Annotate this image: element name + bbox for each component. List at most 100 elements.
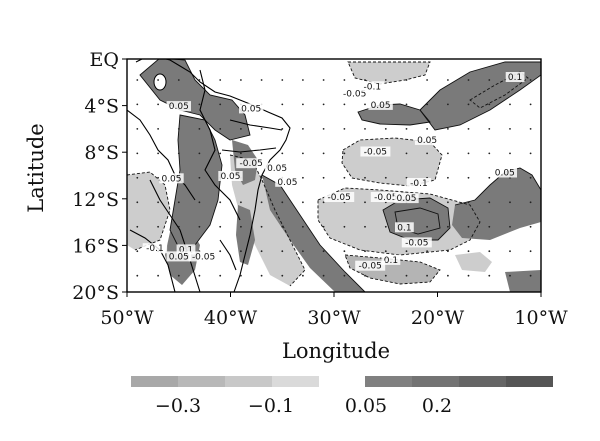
contour-label: -0.05 [192, 252, 215, 262]
grid-dot [529, 274, 532, 277]
grid-dot [219, 274, 222, 277]
grid-dot [302, 274, 304, 277]
grid-dot [281, 201, 284, 204]
negative-region-south-east-small [455, 252, 492, 272]
grid-dot [343, 103, 346, 106]
colorbar-label: −0.1 [248, 395, 294, 417]
grid-dot [488, 103, 491, 106]
x-axis-ticks: 50°W 40°W 30°W 20°W 10°W [100, 292, 568, 329]
contour-label: 0.05 [241, 104, 261, 114]
shading-layer [127, 59, 541, 292]
negative-region-coast-west [127, 172, 170, 250]
grid-dot [405, 103, 408, 106]
grid-dot [240, 225, 242, 228]
contour-label: 0.05 [277, 178, 297, 188]
contour-label-bg [218, 171, 243, 181]
grid-dot [343, 250, 346, 253]
colorbar-swatch-negative [272, 376, 319, 387]
grid-dot [467, 79, 470, 81]
grid-dot [467, 274, 470, 277]
grid-dot [219, 201, 222, 204]
grid-dot [467, 103, 470, 106]
grid-dot [509, 103, 511, 106]
grid-dot [281, 274, 284, 277]
grid-dot [426, 127, 428, 130]
grid-dot [281, 225, 284, 228]
grid-dot [260, 201, 263, 204]
grid-dot [467, 201, 470, 204]
grid-dot [157, 127, 160, 130]
contour-label-bg [414, 134, 440, 145]
contour-label: -0.05 [374, 193, 397, 203]
contour-label: 0.05 [161, 174, 181, 184]
grid-dot [384, 176, 387, 179]
grid-dot [488, 79, 491, 81]
colorbar-swatch-positive [506, 376, 553, 387]
contour-label-bg [264, 162, 290, 173]
contour-label-bg [401, 237, 432, 248]
contour-label: 0.05 [396, 194, 416, 204]
contour-value-labels: 0.1-0.05-0.10.050.05 0.050.05-0.05-0.05 0.… [142, 72, 525, 272]
grid-dot [157, 274, 160, 277]
grid-dot [509, 274, 511, 277]
grid-dot [364, 103, 366, 106]
grid-dot [219, 250, 222, 253]
grid-dot [260, 127, 263, 130]
x-tick-label: 10°W [514, 307, 568, 329]
grid-dot [405, 152, 408, 155]
grid-dot [488, 201, 491, 204]
grid-dot [198, 103, 201, 106]
grid-dot [343, 79, 346, 81]
grid-dot [157, 176, 160, 179]
grid-dot [281, 250, 284, 253]
grid-dot [343, 225, 346, 228]
negative-region-coast-central [230, 155, 305, 286]
grid-dot [364, 79, 366, 81]
colorbar-swatch-negative [131, 376, 178, 387]
grid-dot [322, 201, 325, 204]
contour-label-bg [188, 251, 219, 262]
contour-label: -0.1 [364, 82, 382, 92]
grid-dot [281, 152, 284, 155]
grid-dot [198, 152, 201, 155]
grid-dot [384, 274, 387, 277]
grid-dot [488, 250, 491, 253]
y-tick-label: EQ [90, 49, 119, 71]
contour-label: -0.05 [405, 238, 428, 248]
grid-dot [529, 250, 532, 253]
grid-dot [219, 127, 222, 130]
grid-dot [322, 152, 325, 155]
contour-label: -0.1 [146, 244, 164, 254]
grid-dot [281, 127, 284, 130]
positive-region-southwest-diagonal [262, 175, 365, 292]
grid-dot [322, 225, 325, 228]
grid-dot [364, 201, 366, 204]
colorbar-label: −0.3 [155, 395, 201, 417]
grid-dot [281, 79, 284, 81]
contour-label: -0.05 [328, 193, 351, 203]
grid-dot [157, 225, 160, 228]
grid-dot [405, 79, 408, 81]
grid-dot [467, 225, 470, 228]
grid-dot [364, 225, 366, 228]
colorbar: −0.3 −0.1 0.05 0.2 [131, 376, 553, 417]
coastline [127, 59, 291, 292]
grid-dot [405, 250, 408, 253]
grid-dot [384, 250, 387, 253]
grid-dot [302, 127, 304, 130]
grid-dot [177, 225, 180, 228]
contour-label: 0.1 [508, 73, 522, 83]
colorbar-label: 0.2 [422, 395, 452, 417]
grid-dot [509, 250, 511, 253]
island-marker [153, 73, 167, 91]
grid-dot [426, 274, 428, 277]
grid-dot [219, 225, 222, 228]
grid-dot [219, 152, 222, 155]
grid-dot [157, 201, 160, 204]
contour-label: -0.05 [343, 89, 366, 99]
grid-dot [529, 201, 532, 204]
colorbar-label: 0.05 [345, 395, 387, 417]
grid-dot [447, 103, 449, 106]
contour-label-bg [368, 99, 393, 110]
